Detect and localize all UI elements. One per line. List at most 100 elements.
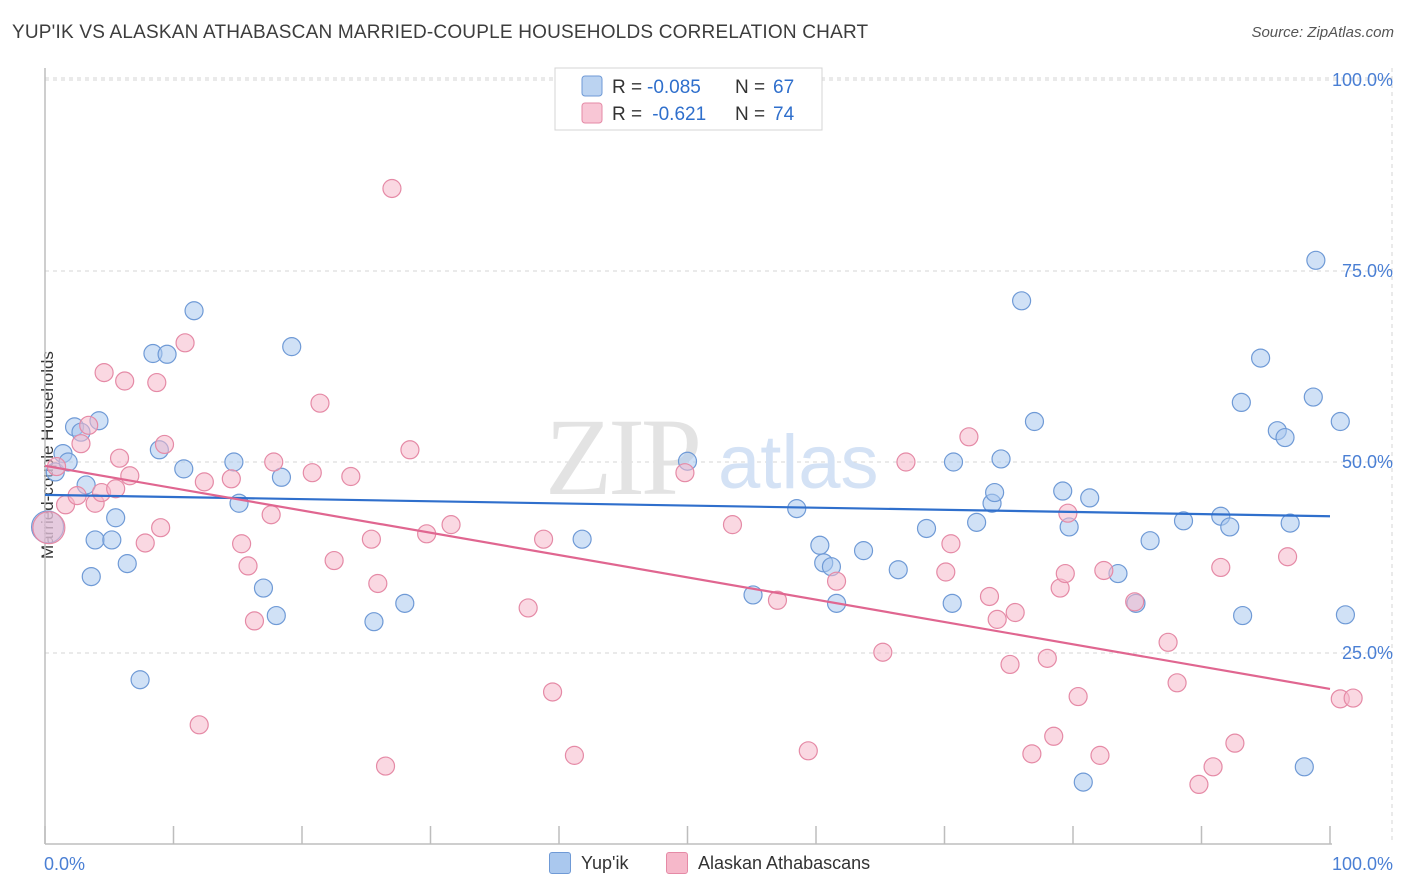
legend-r-value-2: -0.621	[647, 104, 706, 125]
point-series1-60	[1280, 513, 1300, 533]
legend-n-label-1: N =	[735, 77, 765, 98]
bottom-legend-swatch-athabascan	[666, 852, 688, 874]
point-series2-32	[375, 756, 396, 776]
point-series2-11	[115, 371, 135, 391]
point-series2-25	[264, 452, 284, 472]
point-series1-41	[985, 482, 1005, 503]
watermark-zip: ZIP	[545, 396, 698, 518]
trend-line-series1	[44, 493, 1331, 518]
point-series1-39	[967, 512, 987, 532]
point-series1-47	[1073, 772, 1093, 792]
point-series1-44	[1024, 411, 1045, 432]
point-series2-24	[261, 505, 281, 525]
y-tick-label-3: 100.0%	[1332, 70, 1393, 90]
point-series2-56	[1037, 648, 1057, 668]
point-series2-46	[873, 642, 893, 662]
point-series1-63	[1306, 250, 1326, 270]
legend-n-label-2: N =	[735, 104, 765, 125]
point-series2-40	[564, 745, 585, 765]
point-series2-16	[154, 434, 175, 455]
point-series2-29	[341, 466, 361, 487]
point-series2-23	[244, 611, 265, 631]
point-series1-34	[853, 541, 874, 561]
point-series2-50	[959, 427, 979, 447]
watermark: ZIP atlas	[545, 396, 879, 518]
point-series1-35	[888, 560, 908, 580]
point-series2-48	[936, 562, 956, 582]
point-series2-17	[175, 333, 195, 353]
point-series2-39	[542, 682, 563, 702]
point-series1-48	[1080, 488, 1100, 508]
bottom-legend-label-athabascan: Alaskan Athabascans	[698, 852, 871, 873]
x-tick-label-1: 100.0%	[1332, 854, 1393, 874]
legend-r-label-1: R =	[612, 77, 642, 98]
point-series2-14	[147, 372, 167, 393]
point-series2-22	[238, 556, 258, 576]
point-series2-54	[1005, 602, 1025, 623]
point-series2-57	[1044, 726, 1064, 746]
point-series2-18	[194, 472, 214, 492]
legend-n-value-1: 67	[773, 77, 794, 98]
point-series2-31	[368, 573, 388, 594]
point-series2-28	[324, 550, 344, 571]
point-series1-16	[174, 459, 194, 479]
point-series2-62	[1090, 745, 1110, 765]
point-series1-61	[1294, 757, 1314, 777]
point-series1-37	[942, 593, 962, 613]
point-series2-55	[1022, 744, 1042, 764]
point-series1-26	[572, 529, 592, 549]
point-series2-10	[109, 448, 130, 468]
point-series1-30	[810, 535, 830, 555]
bottom-legend-item-athabascan: Alaskan Athabascans	[666, 852, 870, 874]
point-series1-7	[85, 530, 105, 550]
point-series2-8	[94, 363, 114, 383]
point-series2-51	[979, 586, 1000, 607]
point-series1-55	[1231, 392, 1251, 413]
point-series2-45	[826, 571, 847, 591]
tick-labels: 25.0% 50.0% 75.0% 100.0% 0.0% 100.0%	[44, 70, 1393, 874]
point-series2-61	[1068, 686, 1088, 707]
trend-lines	[44, 464, 1331, 690]
point-series2-34	[400, 440, 420, 460]
point-series2-41	[675, 463, 695, 483]
point-series1-10	[106, 508, 126, 528]
legend-swatch-yupik	[581, 75, 603, 97]
point-series1-64	[1330, 411, 1350, 432]
point-series2-9	[106, 479, 126, 499]
point-series1-22	[271, 467, 292, 487]
point-series1-36	[916, 518, 937, 539]
point-series2-43	[767, 590, 788, 610]
point-series2-66	[1167, 673, 1187, 693]
point-series1-23	[282, 337, 302, 357]
point-series2-0	[32, 511, 66, 545]
point-series1-11	[117, 554, 137, 574]
point-series2-65	[1158, 632, 1178, 652]
y-tick-label-2: 75.0%	[1342, 261, 1393, 281]
point-series1-57	[1251, 348, 1271, 368]
point-series1-6	[81, 566, 101, 587]
legend-n-value-2: 74	[773, 104, 795, 125]
point-series2-63	[1094, 560, 1114, 581]
point-series2-27	[310, 393, 330, 413]
point-series2-71	[1277, 547, 1298, 567]
trend-line-series2	[44, 464, 1331, 690]
point-series1-25	[395, 593, 415, 613]
x-tick-label-0: 0.0%	[44, 854, 85, 874]
point-series1-24	[364, 612, 384, 632]
point-series2-42	[722, 515, 743, 535]
stats-legend: R = -0.085 N = 67 R = -0.621 N = 74	[554, 67, 823, 131]
chart-source: Source: ZipAtlas.com	[1251, 24, 1394, 41]
point-series2-47	[896, 452, 916, 472]
data-points	[30, 178, 1363, 795]
point-series2-20	[221, 469, 241, 489]
point-series1-56	[1233, 605, 1253, 626]
point-series1-21	[266, 605, 286, 626]
point-series2-69	[1211, 557, 1231, 578]
y-tick-label-0: 25.0%	[1342, 643, 1393, 663]
point-series1-20	[253, 578, 274, 598]
point-series1-15	[157, 344, 177, 364]
point-series1-65	[1335, 605, 1356, 625]
point-series1-43	[1011, 291, 1032, 311]
bottom-legend-swatch-yupik	[549, 852, 571, 874]
